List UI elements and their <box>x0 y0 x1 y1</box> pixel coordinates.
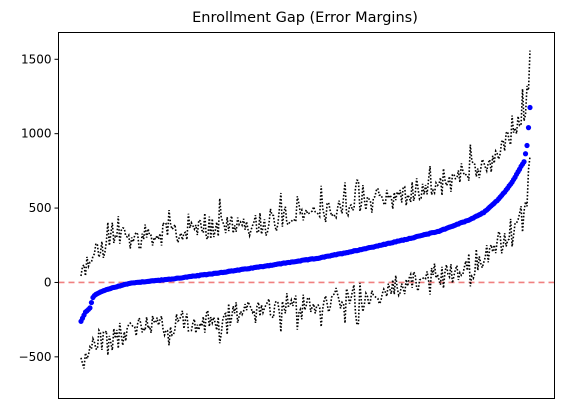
chart-title: Enrollment Gap (Error Margins) <box>192 10 418 26</box>
y-tick-label: 0 <box>44 275 52 289</box>
data-point <box>525 125 532 131</box>
data-point <box>521 159 527 165</box>
y-tick-label: 500 <box>29 201 52 215</box>
data-point <box>524 142 530 149</box>
plot-frame <box>58 32 555 399</box>
y-axis: −500 0 500 1000 1500 <box>19 52 59 364</box>
data-point <box>527 104 533 111</box>
series-line-upper-bound <box>80 50 531 277</box>
data-point <box>522 151 529 157</box>
y-tick-label: 1000 <box>21 127 52 141</box>
y-tick-label: 1500 <box>21 52 52 66</box>
data-point <box>88 299 95 306</box>
plot-area <box>58 50 555 369</box>
data-point <box>87 305 93 311</box>
y-tick-label: −500 <box>19 350 52 364</box>
series-line-lower-bound <box>80 156 531 369</box>
